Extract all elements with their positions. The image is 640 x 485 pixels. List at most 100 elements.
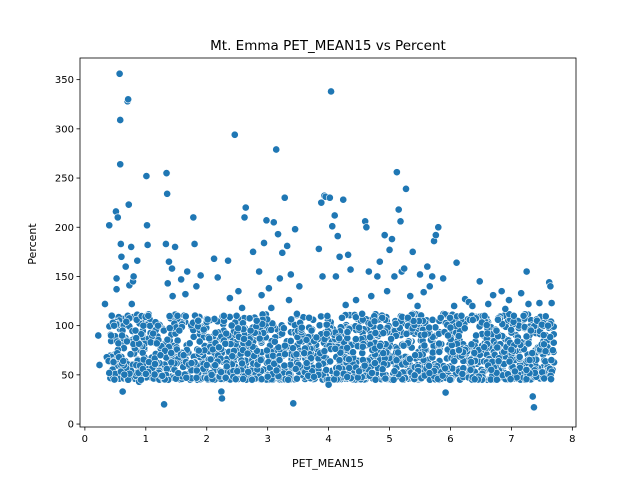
data-point (358, 309, 366, 318)
data-point (213, 273, 222, 282)
data-point (168, 292, 177, 301)
data-point (143, 221, 151, 230)
data-point (530, 403, 538, 412)
data-point (269, 218, 278, 227)
data-point (238, 359, 246, 368)
data-point (341, 301, 350, 309)
data-point (524, 339, 533, 348)
data-point (548, 346, 557, 355)
y-tick-label: 150 (55, 272, 74, 283)
data-point (210, 254, 218, 263)
data-point (383, 287, 391, 296)
data-point (390, 272, 399, 281)
data-point (385, 246, 394, 254)
data-point (352, 296, 360, 304)
data-point (275, 274, 284, 283)
data-point (425, 282, 434, 291)
data-point (284, 375, 292, 384)
y-axis-label: Percent (26, 223, 39, 265)
data-point (194, 316, 203, 325)
data-point (162, 240, 170, 248)
data-point (263, 372, 272, 381)
data-point (355, 367, 363, 376)
data-point (123, 337, 131, 346)
data-point (143, 241, 152, 249)
data-point (269, 351, 277, 360)
data-point (483, 329, 492, 338)
data-point (345, 355, 353, 364)
data-point (416, 270, 424, 279)
data-point (118, 331, 126, 340)
data-point (116, 240, 125, 248)
data-point (228, 352, 237, 361)
y-tick-label: 200 (55, 223, 74, 234)
data-point (278, 248, 287, 257)
data-point (343, 344, 352, 352)
data-point (528, 392, 537, 401)
data-point (522, 267, 531, 276)
data-point (391, 319, 400, 328)
data-point (240, 335, 248, 343)
data-point (522, 366, 531, 374)
data-point (322, 320, 331, 329)
data-point (392, 168, 401, 177)
data-point (272, 366, 281, 375)
data-point (203, 315, 212, 324)
data-point (394, 348, 402, 357)
data-point (468, 302, 477, 310)
chart-title: Mt. Emma PET_MEAN15 vs Percent (210, 38, 446, 54)
data-point (484, 300, 493, 308)
data-point (320, 347, 329, 356)
data-point (177, 275, 186, 284)
data-point (409, 317, 418, 325)
data-point (110, 321, 118, 330)
data-point (509, 311, 518, 320)
data-point (312, 333, 321, 342)
data-point (419, 288, 428, 297)
plot-area-frame (79, 57, 577, 428)
data-point (194, 346, 203, 355)
data-point (160, 400, 168, 409)
data-point (506, 375, 515, 383)
data-point (420, 330, 429, 339)
x-axis-label: PET_MEAN15 (292, 457, 364, 470)
data-point (293, 374, 301, 383)
data-point (480, 311, 489, 320)
data-point (255, 334, 264, 343)
data-point (124, 95, 133, 104)
data-point (420, 341, 429, 350)
data-point (199, 325, 208, 334)
data-point (466, 366, 475, 374)
data-point (371, 359, 379, 367)
data-point (540, 340, 548, 349)
data-point (215, 343, 223, 352)
data-point (139, 321, 148, 330)
data-point (524, 300, 533, 308)
data-point (379, 329, 388, 337)
data-point (221, 373, 230, 382)
data-point (192, 282, 201, 291)
y-tick-label: 350 (55, 75, 74, 86)
data-point (173, 311, 182, 320)
data-point (165, 324, 174, 333)
data-point (332, 369, 341, 378)
data-point (172, 345, 181, 354)
data-point (272, 145, 281, 154)
data-point (291, 365, 300, 373)
data-point (109, 358, 118, 366)
data-point (175, 326, 184, 335)
data-point (371, 329, 380, 337)
data-point (107, 311, 116, 320)
data-point (470, 375, 479, 384)
data-point (314, 361, 323, 370)
data-point (547, 375, 555, 383)
data-point (127, 243, 136, 251)
data-point (192, 373, 201, 382)
data-point (324, 380, 333, 389)
x-tick-label: 2 (204, 434, 210, 445)
data-point (226, 294, 234, 302)
data-point (234, 324, 242, 333)
data-point (351, 335, 360, 343)
data-point (257, 291, 266, 300)
data-point (467, 358, 476, 366)
